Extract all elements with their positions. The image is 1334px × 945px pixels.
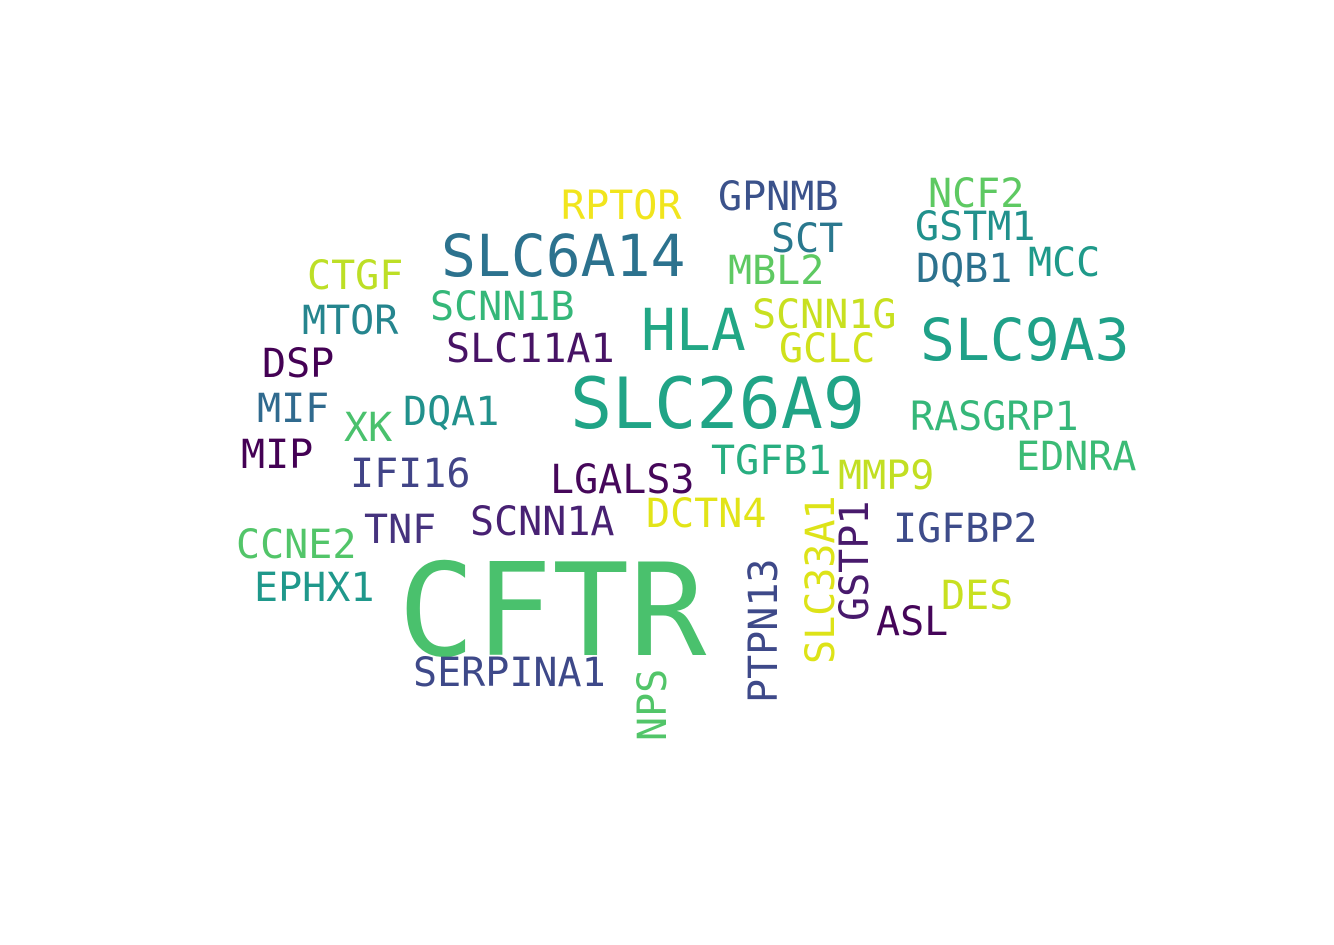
word-igfbp2: IGFBP2 <box>893 506 1038 552</box>
word-dctn4: DCTN4 <box>646 491 766 537</box>
word-gstp1: GSTP1 <box>832 501 878 621</box>
word-ccne2: CCNE2 <box>236 522 356 568</box>
word-ctgf: CTGF <box>307 253 403 299</box>
word-des: DES <box>941 573 1013 619</box>
word-gstm1: GSTM1 <box>915 204 1035 250</box>
word-ifi16: IFI16 <box>350 451 470 497</box>
word-scnn1a: SCNN1A <box>470 499 615 545</box>
word-nps: NPS <box>630 669 676 741</box>
word-slc9a3: SLC9A3 <box>920 306 1130 374</box>
word-mip: MIP <box>241 432 313 478</box>
word-rptor: RPTOR <box>561 183 682 229</box>
word-ednra: EDNRA <box>1016 434 1136 480</box>
word-slc26a9: SLC26A9 <box>570 363 865 445</box>
word-mbl2: MBL2 <box>728 248 824 294</box>
word-dsp: DSP <box>262 341 334 387</box>
word-lgals3: LGALS3 <box>550 457 695 503</box>
word-dqa1: DQA1 <box>403 389 499 435</box>
word-hla: HLA <box>641 296 746 364</box>
word-mmp9: MMP9 <box>838 453 934 499</box>
word-tgfb1: TGFB1 <box>711 438 831 484</box>
word-ncf2: NCF2 <box>928 171 1024 217</box>
word-mif: MIF <box>257 386 329 432</box>
word-gpnmb: GPNMB <box>718 174 838 220</box>
word-gclc: GCLC <box>779 326 875 372</box>
word-scnn1b: SCNN1B <box>430 284 575 330</box>
word-rasgrp1: RASGRP1 <box>910 394 1079 440</box>
word-mcc: MCC <box>1028 240 1100 286</box>
word-dqb1: DQB1 <box>916 246 1012 292</box>
word-sct: SCT <box>771 216 843 262</box>
word-slc11a1: SLC11A1 <box>446 326 615 372</box>
word-scnn1g: SCNN1G <box>752 292 897 338</box>
word-slc33a1: SLC33A1 <box>798 495 844 664</box>
word-ptpn13: PTPN13 <box>741 559 787 704</box>
word-mtor: MTOR <box>302 298 399 344</box>
word-ephx1: EPHX1 <box>254 565 374 611</box>
word-asl: ASL <box>876 599 948 645</box>
word-serpina1: SERPINA1 <box>413 650 606 696</box>
word-cftr: CFTR <box>398 537 707 686</box>
word-xk: XK <box>344 405 392 451</box>
word-tnf: TNF <box>364 507 436 553</box>
word-slc6a14: SLC6A14 <box>441 222 685 290</box>
